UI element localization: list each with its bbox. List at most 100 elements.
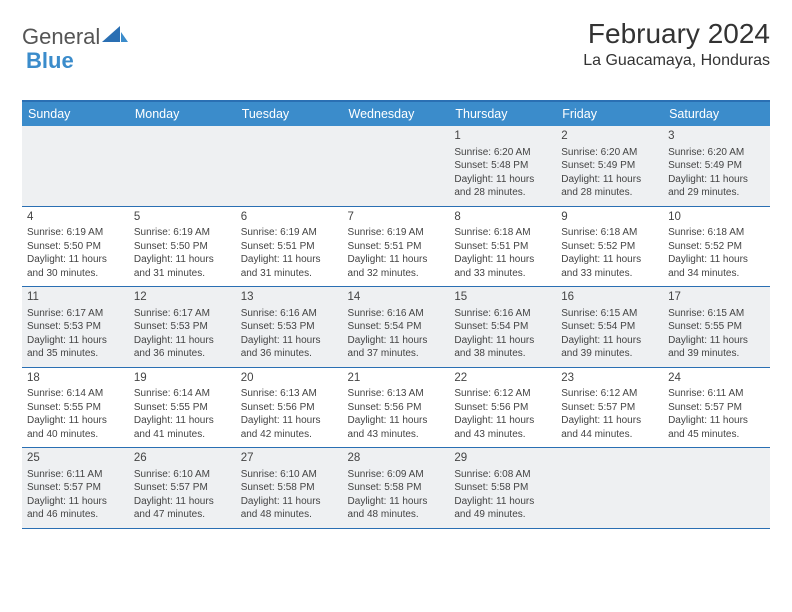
sunrise-value: Sunrise: 6:15 AM	[561, 307, 658, 321]
calendar-day-cell: 23Sunrise: 6:12 AMSunset: 5:57 PMDayligh…	[556, 367, 663, 448]
brand-logo: General	[22, 24, 128, 50]
day-number: 3	[668, 129, 765, 145]
logo-text-blue-wrap: Blue	[26, 48, 74, 74]
calendar-week-row: 1Sunrise: 6:20 AMSunset: 5:48 PMDaylight…	[22, 126, 770, 206]
sunset-value: Sunset: 5:49 PM	[561, 159, 658, 173]
calendar-day-cell: 2Sunrise: 6:20 AMSunset: 5:49 PMDaylight…	[556, 126, 663, 206]
sunset-value: Sunset: 5:57 PM	[27, 481, 124, 495]
sunset-value: Sunset: 5:56 PM	[454, 401, 551, 415]
calendar-week-row: 4Sunrise: 6:19 AMSunset: 5:50 PMDaylight…	[22, 206, 770, 287]
title-block: February 2024 La Guacamaya, Honduras	[583, 18, 770, 70]
sunset-value: Sunset: 5:58 PM	[454, 481, 551, 495]
daylight-value: Daylight: 11 hours and 30 minutes.	[27, 253, 124, 280]
sunset-value: Sunset: 5:58 PM	[348, 481, 445, 495]
sunrise-value: Sunrise: 6:20 AM	[561, 146, 658, 160]
weekday-header: Wednesday	[343, 102, 450, 126]
daylight-value: Daylight: 11 hours and 28 minutes.	[454, 173, 551, 200]
calendar-day-cell: 25Sunrise: 6:11 AMSunset: 5:57 PMDayligh…	[22, 448, 129, 529]
calendar-day-cell: 1Sunrise: 6:20 AMSunset: 5:48 PMDaylight…	[449, 126, 556, 206]
daylight-value: Daylight: 11 hours and 29 minutes.	[668, 173, 765, 200]
calendar-day-cell: 3Sunrise: 6:20 AMSunset: 5:49 PMDaylight…	[663, 126, 770, 206]
sunset-value: Sunset: 5:57 PM	[134, 481, 231, 495]
daylight-value: Daylight: 11 hours and 39 minutes.	[561, 334, 658, 361]
day-number: 17	[668, 290, 765, 306]
sunrise-value: Sunrise: 6:19 AM	[241, 226, 338, 240]
daylight-value: Daylight: 11 hours and 33 minutes.	[454, 253, 551, 280]
daylight-value: Daylight: 11 hours and 39 minutes.	[668, 334, 765, 361]
sunrise-value: Sunrise: 6:19 AM	[134, 226, 231, 240]
sunrise-value: Sunrise: 6:13 AM	[348, 387, 445, 401]
sunrise-value: Sunrise: 6:17 AM	[27, 307, 124, 321]
sunset-value: Sunset: 5:56 PM	[241, 401, 338, 415]
sunrise-value: Sunrise: 6:14 AM	[134, 387, 231, 401]
sunrise-value: Sunrise: 6:14 AM	[27, 387, 124, 401]
sunset-value: Sunset: 5:48 PM	[454, 159, 551, 173]
sunrise-value: Sunrise: 6:12 AM	[561, 387, 658, 401]
daylight-value: Daylight: 11 hours and 37 minutes.	[348, 334, 445, 361]
sunrise-value: Sunrise: 6:11 AM	[668, 387, 765, 401]
calendar-day-cell: 5Sunrise: 6:19 AMSunset: 5:50 PMDaylight…	[129, 206, 236, 287]
calendar-body: 1Sunrise: 6:20 AMSunset: 5:48 PMDaylight…	[22, 126, 770, 528]
day-number: 9	[561, 210, 658, 226]
weekday-header: Tuesday	[236, 102, 343, 126]
sunrise-value: Sunrise: 6:16 AM	[348, 307, 445, 321]
daylight-value: Daylight: 11 hours and 31 minutes.	[134, 253, 231, 280]
daylight-value: Daylight: 11 hours and 47 minutes.	[134, 495, 231, 522]
day-number: 11	[27, 290, 124, 306]
calendar-day-cell: 26Sunrise: 6:10 AMSunset: 5:57 PMDayligh…	[129, 448, 236, 529]
calendar-day-cell: 20Sunrise: 6:13 AMSunset: 5:56 PMDayligh…	[236, 367, 343, 448]
day-number: 29	[454, 451, 551, 467]
sunset-value: Sunset: 5:54 PM	[348, 320, 445, 334]
daylight-value: Daylight: 11 hours and 42 minutes.	[241, 414, 338, 441]
daylight-value: Daylight: 11 hours and 43 minutes.	[454, 414, 551, 441]
weekday-header: Sunday	[22, 102, 129, 126]
calendar-day-cell: 18Sunrise: 6:14 AMSunset: 5:55 PMDayligh…	[22, 367, 129, 448]
sunset-value: Sunset: 5:52 PM	[668, 240, 765, 254]
daylight-value: Daylight: 11 hours and 38 minutes.	[454, 334, 551, 361]
sunset-value: Sunset: 5:55 PM	[27, 401, 124, 415]
calendar-day-cell: 6Sunrise: 6:19 AMSunset: 5:51 PMDaylight…	[236, 206, 343, 287]
daylight-value: Daylight: 11 hours and 32 minutes.	[348, 253, 445, 280]
day-number: 12	[134, 290, 231, 306]
daylight-value: Daylight: 11 hours and 49 minutes.	[454, 495, 551, 522]
sunset-value: Sunset: 5:51 PM	[348, 240, 445, 254]
sunset-value: Sunset: 5:55 PM	[134, 401, 231, 415]
sunset-value: Sunset: 5:49 PM	[668, 159, 765, 173]
day-number: 5	[134, 210, 231, 226]
day-number: 1	[454, 129, 551, 145]
daylight-value: Daylight: 11 hours and 31 minutes.	[241, 253, 338, 280]
day-number: 18	[27, 371, 124, 387]
weekday-header: Saturday	[663, 102, 770, 126]
logo-sail-icon	[102, 26, 128, 49]
day-number: 26	[134, 451, 231, 467]
sunrise-value: Sunrise: 6:20 AM	[668, 146, 765, 160]
day-number: 22	[454, 371, 551, 387]
sunrise-value: Sunrise: 6:10 AM	[241, 468, 338, 482]
calendar-empty-cell	[236, 126, 343, 206]
day-number: 7	[348, 210, 445, 226]
daylight-value: Daylight: 11 hours and 46 minutes.	[27, 495, 124, 522]
day-number: 21	[348, 371, 445, 387]
sunrise-value: Sunrise: 6:19 AM	[348, 226, 445, 240]
calendar-day-cell: 10Sunrise: 6:18 AMSunset: 5:52 PMDayligh…	[663, 206, 770, 287]
logo-text-blue: Blue	[26, 48, 74, 73]
day-number: 14	[348, 290, 445, 306]
day-number: 8	[454, 210, 551, 226]
sunrise-value: Sunrise: 6:20 AM	[454, 146, 551, 160]
sunrise-value: Sunrise: 6:16 AM	[454, 307, 551, 321]
sunset-value: Sunset: 5:53 PM	[134, 320, 231, 334]
calendar-empty-cell	[22, 126, 129, 206]
calendar-day-cell: 13Sunrise: 6:16 AMSunset: 5:53 PMDayligh…	[236, 287, 343, 368]
calendar-day-cell: 19Sunrise: 6:14 AMSunset: 5:55 PMDayligh…	[129, 367, 236, 448]
day-number: 15	[454, 290, 551, 306]
day-number: 19	[134, 371, 231, 387]
month-title: February 2024	[583, 18, 770, 50]
sunrise-value: Sunrise: 6:12 AM	[454, 387, 551, 401]
daylight-value: Daylight: 11 hours and 36 minutes.	[241, 334, 338, 361]
calendar-day-cell: 9Sunrise: 6:18 AMSunset: 5:52 PMDaylight…	[556, 206, 663, 287]
calendar-day-cell: 14Sunrise: 6:16 AMSunset: 5:54 PMDayligh…	[343, 287, 450, 368]
calendar-day-cell: 16Sunrise: 6:15 AMSunset: 5:54 PMDayligh…	[556, 287, 663, 368]
day-number: 4	[27, 210, 124, 226]
sunrise-value: Sunrise: 6:19 AM	[27, 226, 124, 240]
calendar-container: SundayMondayTuesdayWednesdayThursdayFrid…	[22, 100, 770, 529]
